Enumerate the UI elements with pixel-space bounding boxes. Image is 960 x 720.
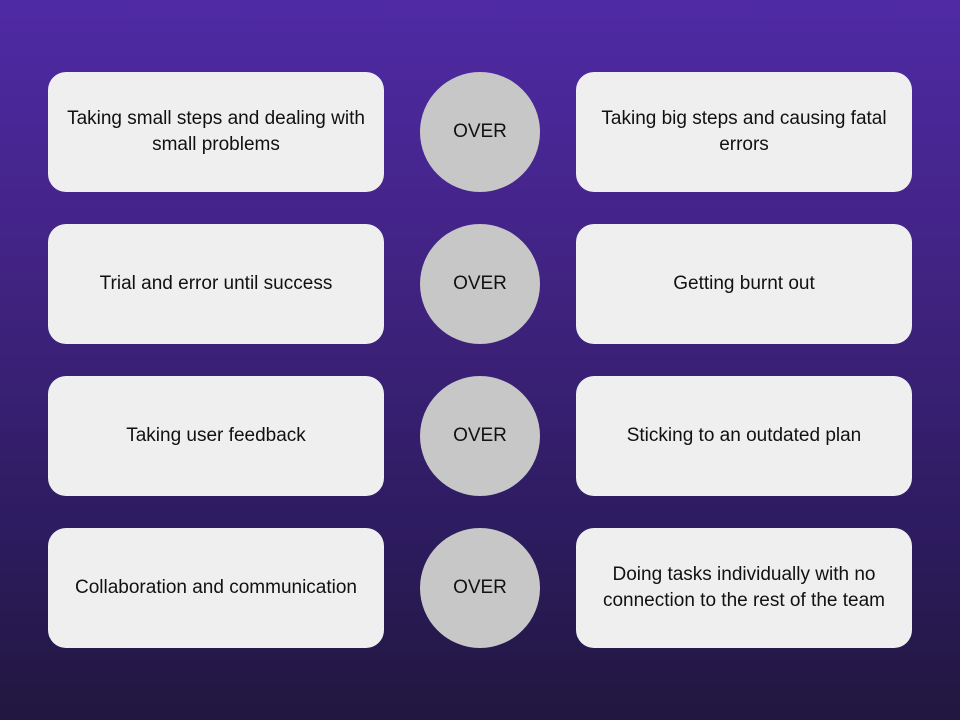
- comparison-row-4: Collaboration and communication OVER Doi…: [0, 528, 960, 648]
- preferred-practice-card: Taking small steps and dealing with smal…: [48, 72, 384, 192]
- rejected-practice-card: Getting burnt out: [576, 224, 912, 344]
- over-connector-circle: OVER: [420, 528, 540, 648]
- rejected-practice-card: Sticking to an outdated plan: [576, 376, 912, 496]
- comparison-row-1: Taking small steps and dealing with smal…: [0, 72, 960, 192]
- preferred-practice-card: Taking user feedback: [48, 376, 384, 496]
- over-connector-circle: OVER: [420, 72, 540, 192]
- comparison-row-3: Taking user feedback OVER Sticking to an…: [0, 376, 960, 496]
- over-connector-circle: OVER: [420, 224, 540, 344]
- over-connector-circle: OVER: [420, 376, 540, 496]
- preferred-practice-card: Collaboration and communication: [48, 528, 384, 648]
- rejected-practice-card: Taking big steps and causing fatal error…: [576, 72, 912, 192]
- rejected-practice-card: Doing tasks individually with no connect…: [576, 528, 912, 648]
- preferred-practice-card: Trial and error until success: [48, 224, 384, 344]
- comparison-row-2: Trial and error until success OVER Getti…: [0, 224, 960, 344]
